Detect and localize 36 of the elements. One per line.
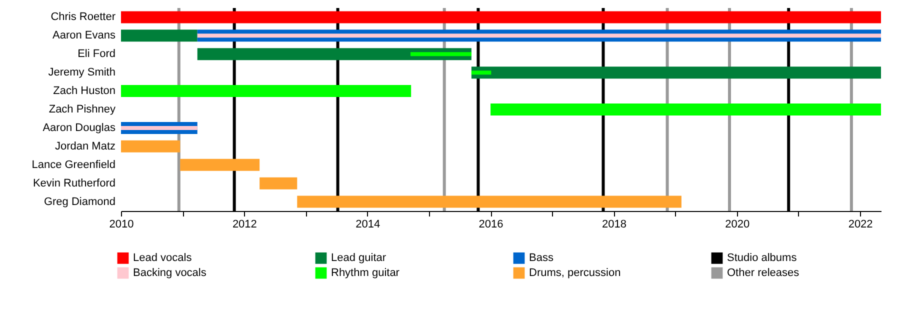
bar (180, 158, 260, 171)
y-tick-label: Eli Ford (78, 48, 116, 60)
x-tick-label: 2014 (356, 218, 380, 230)
y-tick-label: Jeremy Smith (48, 66, 116, 79)
x-tick-label: 2022 (848, 218, 873, 230)
bar (297, 196, 682, 208)
y-tick-label: Zach Huston (53, 85, 116, 98)
y-tick-label: Aaron Evans (52, 30, 116, 42)
legend-label: Studio albums (727, 252, 798, 264)
bar (121, 30, 198, 42)
bar (121, 140, 180, 152)
legend-label: Lead vocals (133, 252, 192, 264)
y-tick-label: Kevin Rutherford (32, 177, 116, 190)
bar (121, 126, 198, 130)
y-tick-label: Lance Greenfield (32, 158, 116, 171)
x-tick-label: 2010 (109, 218, 134, 230)
legend-label: Other releases (727, 267, 800, 279)
y-tick-label: Greg Diamond (44, 196, 116, 208)
legend-label: Lead guitar (331, 252, 386, 264)
bar (471, 66, 881, 79)
bar (121, 11, 881, 24)
x-tick-label: 2012 (232, 218, 257, 230)
legend-label: Drums, percussion (529, 267, 621, 279)
x-tick-label: 2016 (478, 218, 504, 230)
bar (197, 34, 881, 38)
legend-label: Rhythm guitar (331, 267, 400, 279)
x-tick-label: 2018 (602, 218, 626, 230)
legend-label: Bass (529, 252, 554, 264)
legend-label: Backing vocals (133, 267, 207, 279)
y-tick-label: Jordan Matz (54, 140, 116, 152)
bar (260, 177, 298, 190)
y-tick-label: Chris Roetter (50, 11, 116, 24)
x-tick-label: 2020 (725, 218, 750, 230)
y-tick-label: Aaron Douglas (42, 122, 116, 134)
y-tick-label: Zach Pishney (48, 104, 116, 116)
bar (197, 48, 472, 60)
